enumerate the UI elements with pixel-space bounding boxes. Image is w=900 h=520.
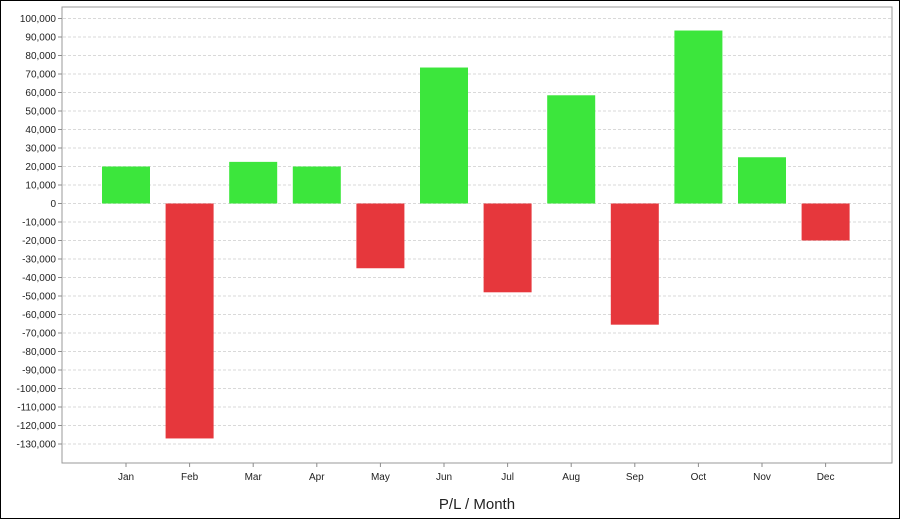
y-tick-label: -120,000 xyxy=(17,421,57,432)
y-tick-label: -100,000 xyxy=(17,384,57,395)
x-tick-label: Nov xyxy=(753,472,771,483)
y-axis: 100,000 90,000 80,000 70,000 60,000 50,000 40,… xyxy=(17,14,62,451)
bar-mar xyxy=(229,161,278,204)
y-tick-label: 30,000 xyxy=(25,144,56,155)
x-tick-label: Apr xyxy=(309,472,325,483)
y-tick-label: 80,000 xyxy=(25,51,56,62)
x-tick-label: Dec xyxy=(817,472,835,483)
y-tick-label: 70,000 xyxy=(25,70,56,81)
bar-dec xyxy=(801,203,850,241)
x-tick-label: Jun xyxy=(436,472,452,483)
bar-jul xyxy=(483,203,532,293)
y-tick-label: -50,000 xyxy=(22,292,56,303)
y-tick-label: 90,000 xyxy=(25,33,56,44)
x-tick-label: Oct xyxy=(691,472,707,483)
x-tick-label: Sep xyxy=(626,472,644,483)
x-axis: Jan Feb Mar Apr May Jun Jul Aug Sep Oct Nov Dec xyxy=(118,463,835,483)
bar-aug xyxy=(547,95,596,204)
bar-may xyxy=(356,203,405,269)
y-tick-label: -10,000 xyxy=(22,218,56,229)
bar-jun xyxy=(420,67,468,204)
y-tick-label: 10,000 xyxy=(25,181,56,192)
bar-feb xyxy=(165,203,214,439)
y-tick-label: 20,000 xyxy=(25,162,56,173)
y-tick-label: 60,000 xyxy=(25,88,56,99)
y-tick-label: -20,000 xyxy=(22,236,56,247)
bar-sep xyxy=(610,203,659,325)
y-tick-label: -60,000 xyxy=(22,310,56,321)
y-tick-label: 50,000 xyxy=(25,107,56,118)
y-tick-label: -90,000 xyxy=(22,366,56,377)
x-axis-title: P/L / Month xyxy=(439,496,515,513)
bar-jan xyxy=(102,166,150,204)
x-tick-label: May xyxy=(371,472,390,483)
y-tick-label: -130,000 xyxy=(17,440,57,451)
x-tick-label: Mar xyxy=(245,472,263,483)
y-tick-label: -40,000 xyxy=(22,273,56,284)
y-tick-label: 100,000 xyxy=(20,14,57,25)
bars xyxy=(102,30,850,439)
y-tick-label: -70,000 xyxy=(22,329,56,340)
x-tick-label: Aug xyxy=(562,472,580,483)
bar-nov xyxy=(738,157,786,204)
x-tick-label: Feb xyxy=(181,472,199,483)
x-tick-label: Jul xyxy=(501,472,514,483)
y-tick-label: -110,000 xyxy=(17,403,56,414)
y-tick-label: 40,000 xyxy=(25,125,56,136)
y-tick-label: -30,000 xyxy=(22,255,56,266)
bar-oct xyxy=(674,30,723,204)
bar-apr xyxy=(292,166,341,204)
y-tick-label: -80,000 xyxy=(22,347,56,358)
y-tick-label: 0 xyxy=(50,199,56,210)
x-tick-label: Jan xyxy=(118,472,134,483)
